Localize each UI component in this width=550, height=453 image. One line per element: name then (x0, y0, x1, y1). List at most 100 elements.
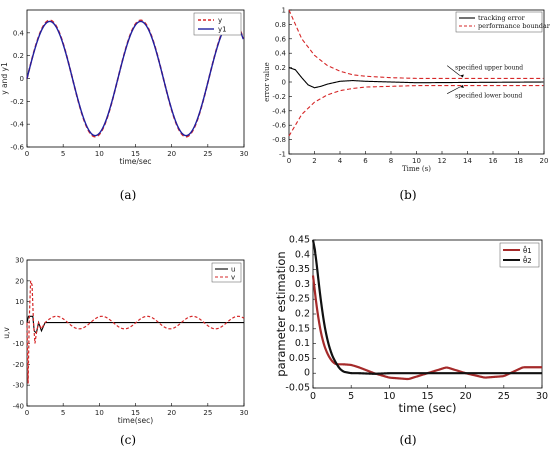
y-tick-label: -1 (279, 151, 286, 159)
y-tick-label: -0.2 (272, 93, 286, 101)
y-tick-label: -20 (13, 361, 24, 369)
y-tick-label: -0.4 (272, 107, 286, 115)
legend-box (211, 262, 242, 283)
x-tick-label: 0 (310, 391, 316, 402)
x-tick-label: 5 (61, 150, 65, 158)
y-tick-label: -0.6 (272, 122, 286, 130)
annotation-arrow (446, 65, 461, 76)
legend-label: y1 (218, 26, 227, 34)
x-tick-label: 0 (25, 409, 29, 417)
x-tick-label: 30 (536, 391, 548, 402)
x-tick-label: 30 (240, 409, 249, 417)
chart-panel-b: 0 2 4 6 8 10 12 14 16 18 20 -1 -0.8 -0.6 -0.4 -0.2 0 0.2 0… (263, 7, 550, 203)
legend-label: performance boundary (478, 22, 550, 30)
legend-label: v (231, 273, 235, 281)
x-tick-label: 20 (167, 409, 176, 417)
y-tick-label: 0 (20, 75, 24, 83)
series-line (311, 239, 542, 375)
x-tick-label: 20 (167, 150, 176, 158)
x-tick-label: 20 (540, 157, 549, 165)
series-line-v (26, 280, 245, 384)
y-tick-label: 0.15 (289, 323, 310, 334)
legend-label: u (231, 265, 235, 273)
x-tick-label: 15 (131, 409, 140, 417)
y-tick-label: 0.3 (295, 279, 310, 290)
y-tick-label: 0.2 (275, 64, 286, 72)
x-tick-label: 10 (95, 409, 104, 417)
y-tick-label: 0.1 (295, 338, 310, 349)
y-tick-label: -40 (13, 403, 24, 411)
series-line-y1 (26, 20, 244, 137)
y-tick-label: -0.2 (10, 98, 24, 106)
series-line (288, 85, 544, 137)
y-tick-label: 0.4 (295, 249, 310, 260)
annotation-text: specified upper bound (455, 65, 523, 72)
x-axis-label: time (sec) (399, 401, 457, 415)
y-tick-label: 10 (15, 298, 24, 306)
y-tick-label: 0.2 (13, 52, 24, 60)
y-tick-label: 0.05 (289, 353, 310, 364)
y-tick-label: 30 (15, 257, 24, 265)
panel-caption: (b) (399, 188, 416, 202)
y-tick-label: 0.45 (289, 235, 310, 246)
y-tick-label: 20 (15, 277, 24, 285)
x-axis-label: Time (s) (402, 165, 431, 173)
x-tick-label: 14 (463, 157, 472, 165)
y-tick-label: -0.05 (285, 383, 310, 394)
series-line (288, 67, 544, 89)
y-tick-label: 0 (282, 79, 286, 87)
legend-label: θ̂2 (523, 256, 532, 265)
y-tick-label: -30 (13, 382, 24, 390)
x-tick-label: 18 (514, 157, 523, 165)
x-tick-label: 25 (203, 150, 212, 158)
x-tick-label: 10 (412, 157, 421, 165)
legend-label: y (218, 17, 222, 25)
panel-caption: (d) (399, 433, 416, 447)
x-tick-label: 10 (95, 150, 104, 158)
y-tick-label: -10 (13, 340, 24, 348)
y-tick-label: 0.8 (275, 21, 286, 29)
y-tick-label: 0.6 (275, 35, 287, 43)
legend-box (499, 242, 540, 268)
y-tick-label: 0.25 (289, 294, 310, 305)
y-axis-label: parameter estimation (274, 251, 288, 376)
legend-box (455, 11, 543, 33)
x-tick-label: 0 (25, 150, 29, 158)
y-axis-label: u,v (2, 327, 11, 339)
x-tick-label: 25 (498, 391, 510, 402)
annotation-arrow (447, 86, 460, 94)
y-tick-label: -0.6 (10, 144, 24, 152)
y-tick-label: -0.4 (10, 121, 24, 129)
y-tick-label: 0 (304, 368, 310, 379)
y-tick-label: 0.2 (295, 309, 310, 320)
y-tick-label: 1 (282, 7, 286, 15)
panel-caption: (a) (120, 188, 137, 202)
x-tick-label: 12 (438, 157, 447, 165)
x-tick-label: 5 (61, 409, 65, 417)
x-tick-label: 4 (338, 157, 343, 165)
chart-panel-c: 0 5 10 15 20 25 30 -40 -30 -20 -10 0 10 20 30 time(sec)… (2, 257, 248, 448)
series-line (288, 9, 544, 79)
legend-label: θ̂1 (523, 246, 532, 255)
y-tick-label: -0.8 (272, 136, 286, 144)
x-tick-label: 5 (348, 391, 354, 402)
plot-area (26, 259, 245, 407)
x-tick-label: 25 (203, 409, 212, 417)
x-tick-label: 0 (287, 157, 291, 165)
x-axis-label: time/sec (119, 157, 151, 166)
x-axis-label: time(sec) (118, 416, 154, 425)
x-tick-label: 2 (312, 157, 316, 165)
y-tick-label: 0 (20, 319, 24, 327)
annotation-arrowhead (459, 74, 464, 78)
x-tick-label: 15 (131, 150, 140, 158)
x-tick-label: 15 (421, 391, 433, 402)
y-tick-label: 0.4 (13, 29, 25, 37)
chart-panel-d: 0 5 10 15 20 25 30-0.0500.050.10.150.20.250.30… (274, 235, 548, 448)
panel-caption: (c) (120, 433, 136, 447)
y-axis-label: y and y1 (0, 62, 9, 95)
annotation-arrowhead (459, 85, 464, 89)
y-tick-label: 0.4 (275, 50, 287, 58)
chart-panel-a: 0 5 10 15 20 25 30 -0.6 -0.4 -0.2 0 0.2 0.4 time/sec y… (0, 9, 248, 202)
x-tick-label: 10 (383, 391, 395, 402)
